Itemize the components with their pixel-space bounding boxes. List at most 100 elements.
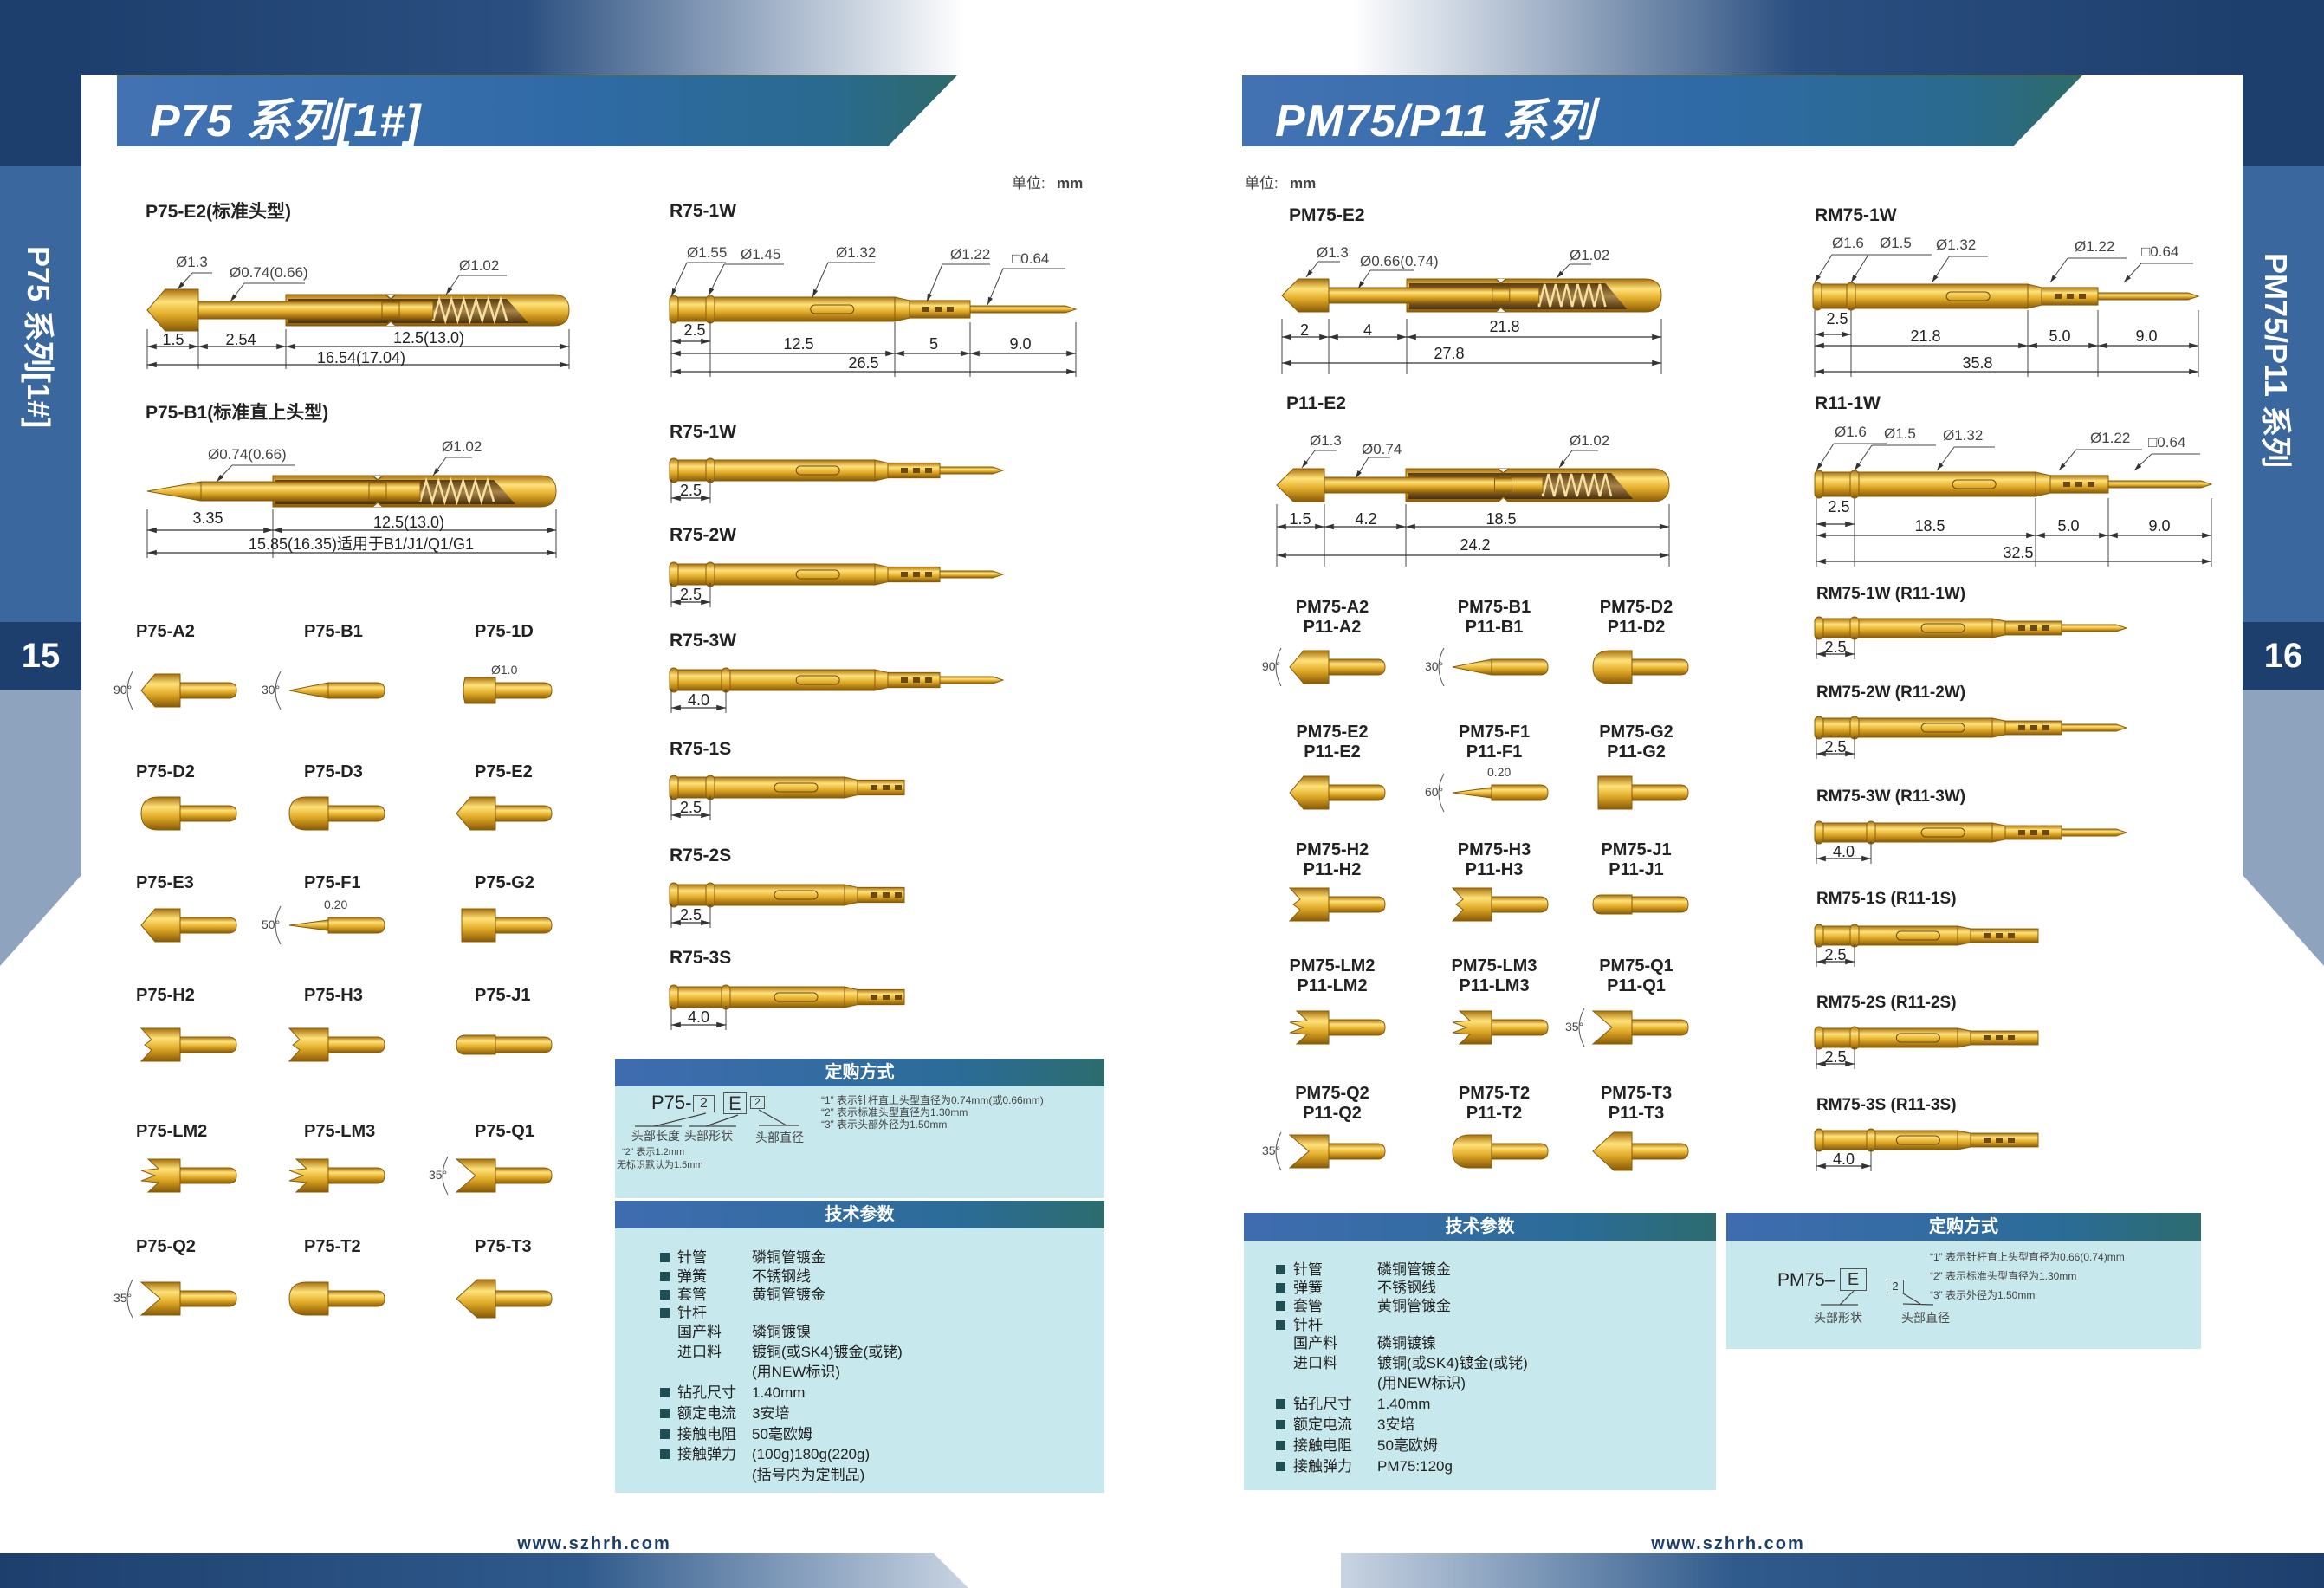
- dim-label: 12.5(13.0): [372, 514, 445, 531]
- receptacle-hole: [1984, 933, 1991, 938]
- head-type-alt-name: P11-D2: [1607, 618, 1666, 637]
- bullet-icon: [1276, 1301, 1285, 1311]
- order-code-box[interactable]: 2: [1887, 1280, 1904, 1293]
- website-left[interactable]: www.szhrh.com: [517, 1534, 671, 1553]
- head-type-alt-name: P11-J1: [1609, 860, 1664, 879]
- receptacle-hole: [895, 995, 902, 1000]
- diameter-label: Ø0.74(0.66): [230, 264, 308, 281]
- dim-label: 9.0: [1009, 335, 1032, 353]
- head-type-name: P75-D3: [304, 762, 363, 781]
- receptacle-hole: [901, 677, 908, 683]
- barrel-crimp: [1497, 468, 1509, 502]
- diameter-label: Ø0.66(0.74): [1360, 253, 1439, 269]
- head-type-name: PM75-Q2: [1295, 1084, 1369, 1103]
- tech-param-value: 镀铜(或SK4)镀金(或铑): [1377, 1355, 1528, 1371]
- receptacle-title: R75-3S: [670, 948, 732, 968]
- receptacle-hole: [2030, 830, 2037, 835]
- bullet-icon: [660, 1253, 670, 1262]
- side-strip-left: [0, 0, 81, 966]
- receptacle-hole: [2079, 294, 2086, 299]
- dim-label: 5.0: [2049, 327, 2071, 345]
- receptacle-hole: [2008, 1138, 2015, 1143]
- bullet-icon: [1276, 1399, 1285, 1409]
- order-code-box[interactable]: 2: [750, 1096, 765, 1109]
- receptacle-pin: [939, 466, 1005, 475]
- leader-line: [2058, 449, 2077, 471]
- receptacle-slot: [1895, 1033, 1940, 1043]
- plunger-shaft: [1328, 658, 1386, 676]
- receptacle-hole: [1996, 1035, 2003, 1040]
- diameter-label: Ø1.02: [459, 257, 500, 274]
- head-dome-icon: [140, 796, 181, 831]
- order-code-box[interactable]: E: [1840, 1268, 1867, 1291]
- dim-label: 9.0: [2135, 327, 2158, 345]
- head-type-name: P75-J1: [475, 986, 531, 1005]
- dim-label: 2.5: [683, 321, 706, 339]
- receptacle-body: [670, 884, 845, 906]
- dim-label: 27.8: [1434, 345, 1465, 362]
- receptacle-body: [670, 986, 845, 1008]
- plunger-shaft: [179, 1167, 237, 1184]
- order-code-box[interactable]: E: [723, 1092, 747, 1114]
- receptacle-taper: [874, 669, 889, 691]
- receptacle-taper: [2035, 471, 2051, 497]
- order-code-box[interactable]: 2: [693, 1095, 715, 1112]
- receptacle-taper: [1991, 717, 2006, 738]
- leader-line: [1355, 457, 1369, 479]
- angle-arc: [126, 1279, 133, 1319]
- leader-line: [1850, 254, 1869, 283]
- head-star-icon: [140, 1158, 181, 1193]
- receptacle-hole: [2042, 725, 2049, 730]
- head-type-alt-name: P11-H3: [1465, 860, 1524, 879]
- drawing-title: P75-E2(标准头型): [146, 202, 292, 222]
- head-type-alt-name: P11-B1: [1465, 618, 1524, 637]
- head-type-name: PM75-LM3: [1451, 956, 1537, 975]
- head-angle: 35°: [1565, 1020, 1584, 1034]
- receptacle-taper: [844, 986, 858, 1008]
- head-plain-icon: [1592, 894, 1633, 915]
- dim-label: 21.8: [1910, 327, 1941, 345]
- plunger-shaft: [1491, 1143, 1549, 1160]
- receptacle-hole: [913, 572, 920, 577]
- receptacle-taper: [1991, 618, 2006, 638]
- tech-param-label: 套管: [1293, 1298, 1323, 1314]
- plunger-shaft: [179, 1290, 237, 1307]
- order-note: “1” 表示针杆直上头型直径为0.74mm(或0.66mm): [821, 1094, 1044, 1106]
- receptacle-title: R75-3W: [670, 631, 737, 651]
- receptacle-taper: [1957, 925, 1971, 946]
- head-angle: 90°: [113, 683, 133, 697]
- diameter-label: □0.64: [2141, 243, 2179, 260]
- receptacle-body: [1816, 1027, 1958, 1048]
- tech-param-value: 1.40mm: [1377, 1396, 1431, 1412]
- tech-param-label: 弹簧: [1293, 1280, 1323, 1296]
- receptacle-slot: [810, 304, 855, 314]
- drawing-title: R11-1W: [1815, 393, 1881, 413]
- plunger-shaft: [1328, 896, 1386, 913]
- tech-param-label: 接触弹力: [677, 1446, 736, 1462]
- head-annotation: Ø1.0: [491, 663, 518, 677]
- tech-param-value: 不锈钢线: [1377, 1280, 1436, 1296]
- tech-param-value: 磷铜镀镍: [752, 1324, 811, 1340]
- receptacle-taper: [844, 776, 858, 799]
- bullet-icon: [660, 1388, 670, 1397]
- diameter-label: Ø1.55: [687, 244, 728, 261]
- receptacle-body: [670, 776, 845, 799]
- head-type-alt-name: P11-H2: [1303, 860, 1362, 879]
- tech-param-label: 接触电阻: [1293, 1437, 1352, 1454]
- head-type-alt-name: P11-LM3: [1459, 976, 1530, 995]
- website-right[interactable]: www.szhrh.com: [1651, 1534, 1805, 1553]
- receptacle-hole: [883, 995, 890, 1000]
- head-dome-icon: [288, 796, 329, 831]
- head-vee-icon: [455, 1158, 496, 1193]
- plunger-shaft: [1491, 896, 1549, 913]
- receptacle-ring: [721, 984, 731, 1010]
- head-type-alt-name: P11-Q2: [1303, 1104, 1362, 1123]
- tech-param-label: 针杆: [1293, 1317, 1323, 1333]
- receptacle-ring: [1812, 282, 1822, 311]
- receptacle-ring: [1814, 1128, 1824, 1152]
- tech-box-right: 技术参数: [1244, 1213, 1716, 1490]
- order-label: 头部形状: [1814, 1311, 1862, 1325]
- tech-header-left: 技术参数: [615, 1201, 1104, 1228]
- line: [1839, 1290, 1855, 1306]
